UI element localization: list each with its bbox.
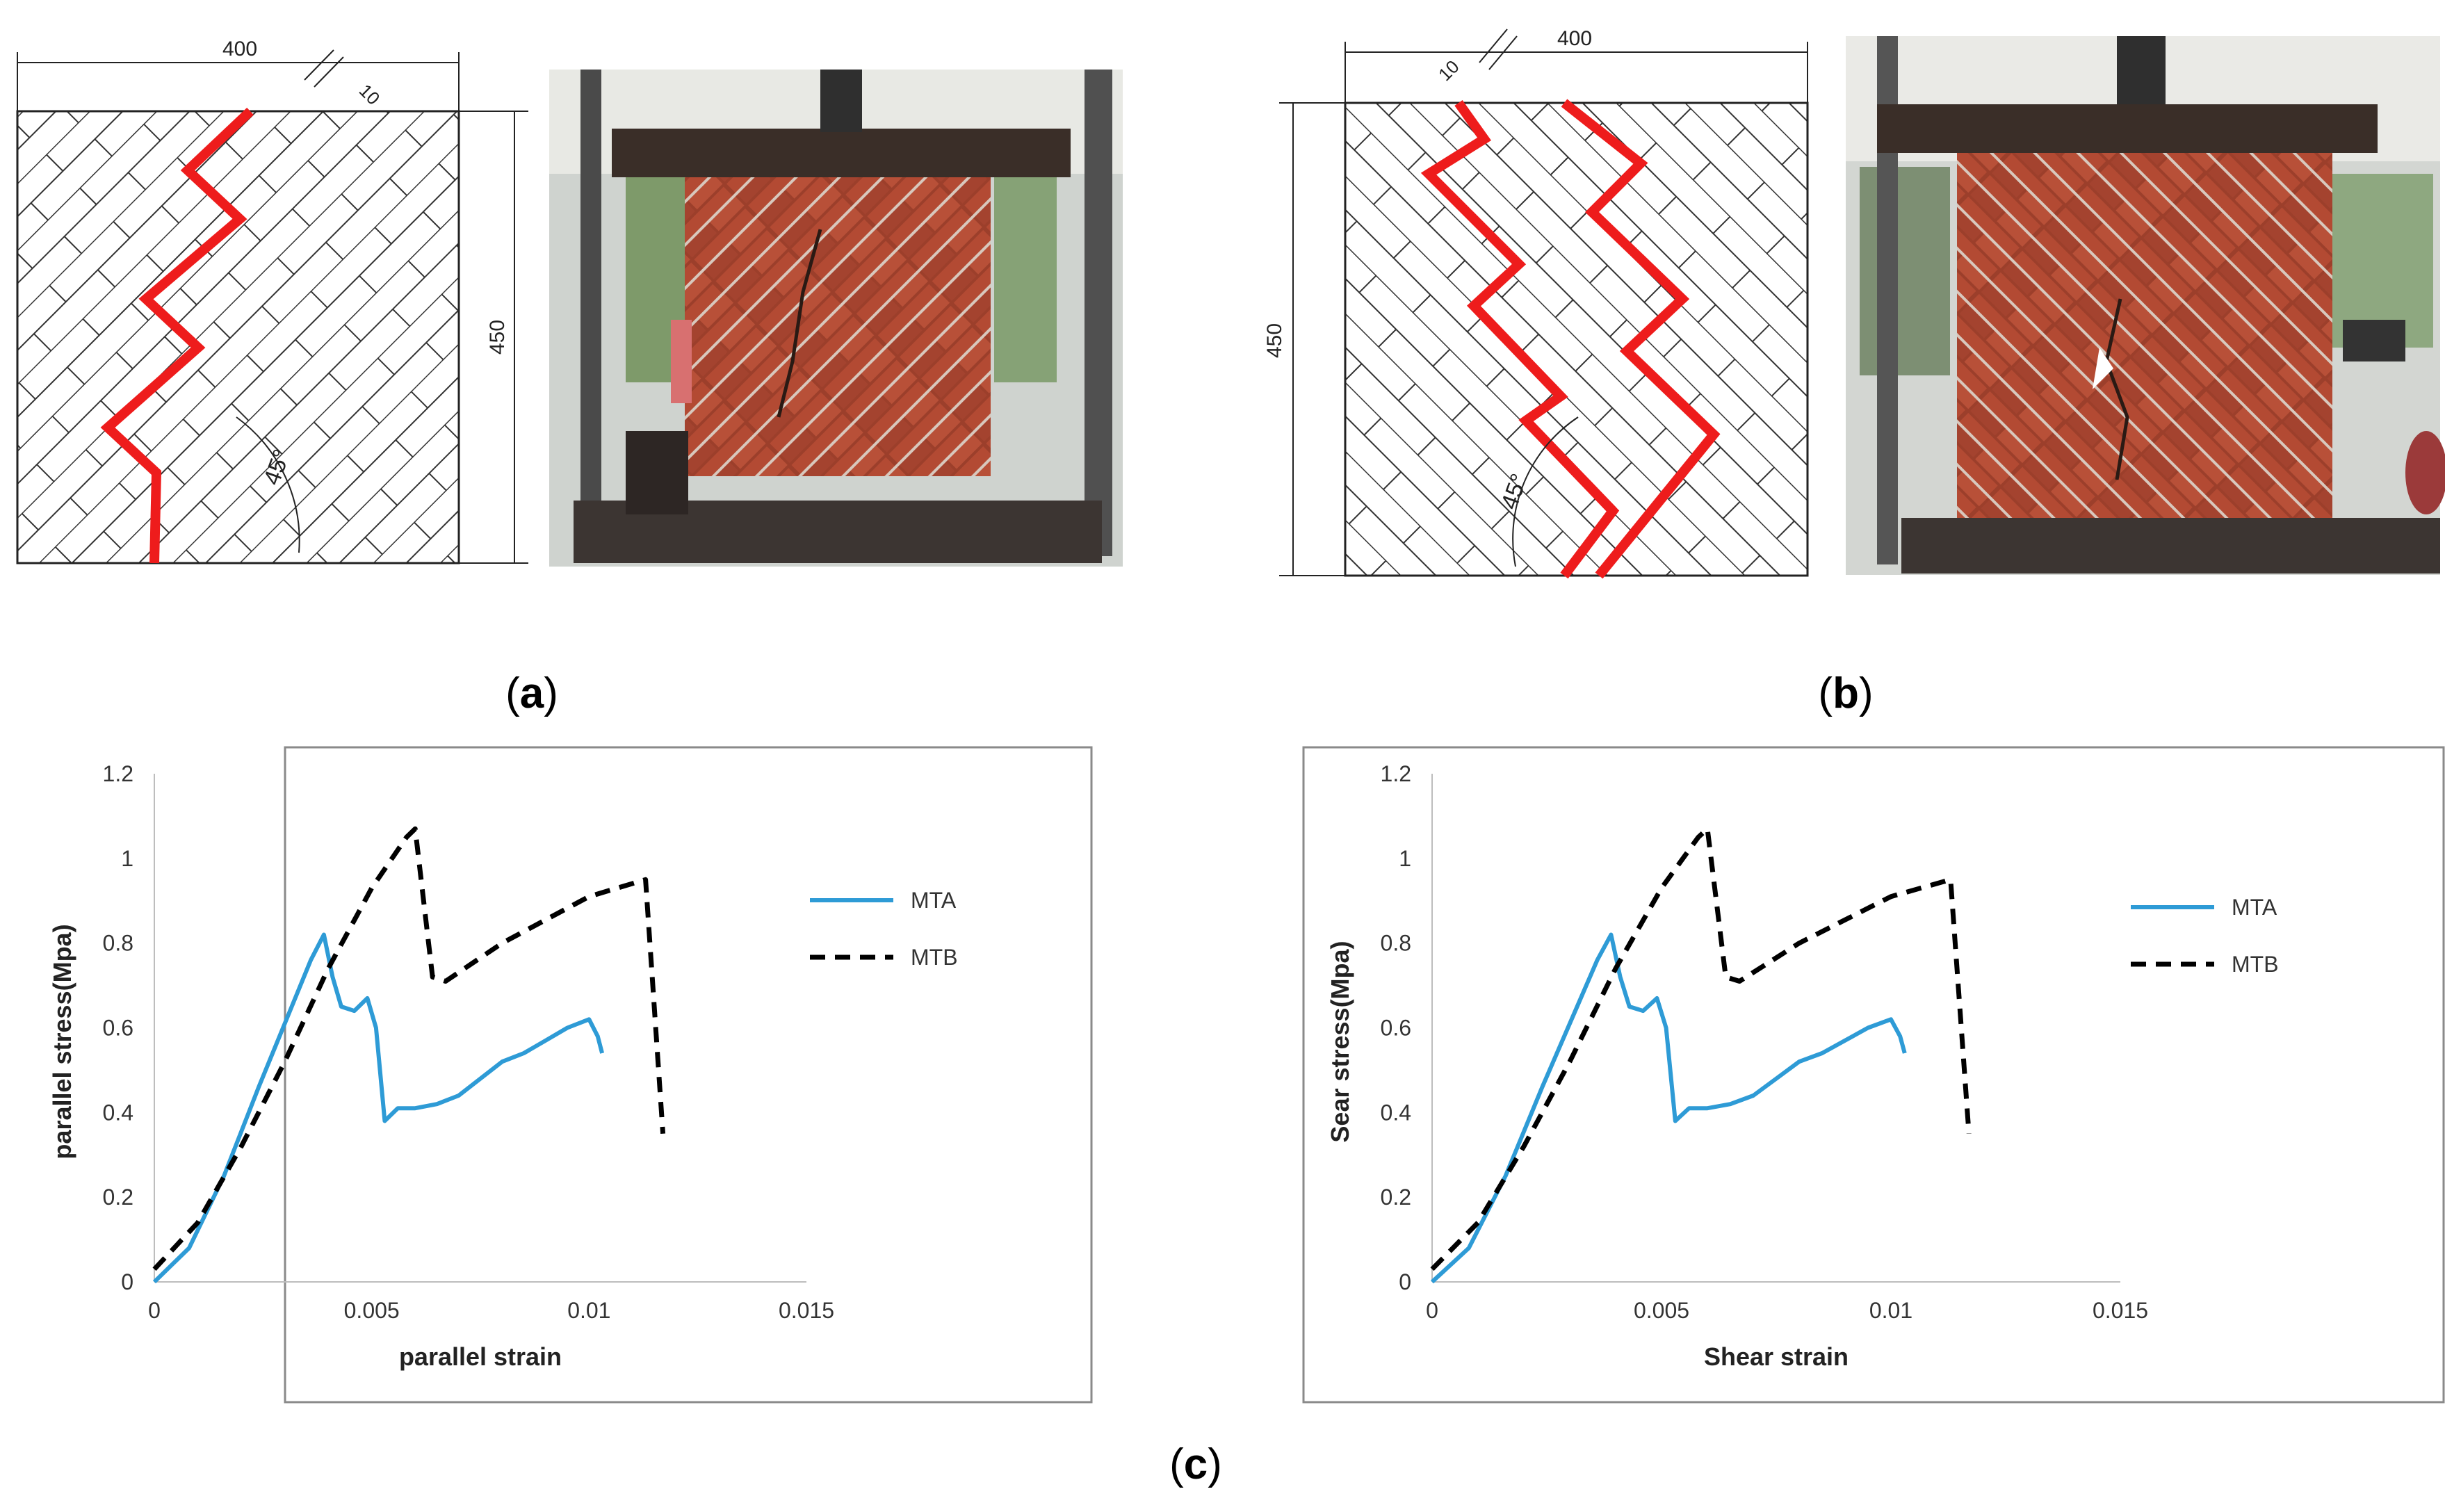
caption-c: (c): [1169, 1440, 1222, 1488]
caption-a: (a): [505, 669, 558, 717]
angle-arc-b: [1512, 416, 1579, 567]
caption-letter-b: b: [1833, 669, 1859, 717]
crack-path-b2: [1561, 99, 1721, 579]
dim-label-height-a: 450: [486, 320, 509, 355]
y-tick-label: 0.6: [103, 1016, 133, 1041]
caption-letter-c: c: [1184, 1440, 1208, 1488]
series-line-mta: [1430, 932, 1907, 1284]
photo-brick-specimen-b: [1957, 153, 2332, 528]
series-line-mtb: [1430, 826, 1972, 1271]
crack-path-a: [100, 107, 254, 564]
dim-label-offset-a: 10: [355, 80, 384, 109]
x-tick-label: 0.01: [567, 1298, 610, 1323]
specimen-outline-a: [16, 110, 460, 564]
y-tick-label: 0.2: [103, 1185, 133, 1210]
x-tick-label: 0: [1426, 1298, 1438, 1323]
x-axis-label: parallel strain: [399, 1342, 562, 1371]
drawing-a: 400 10 450 45°: [16, 38, 528, 564]
y-axis-label: parallel stress(Mpa): [48, 924, 76, 1159]
dim-offset-tick2-b: [1488, 35, 1518, 70]
y-tick-label: 0.2: [1381, 1185, 1411, 1210]
dim-label-height-b: 450: [1263, 323, 1286, 358]
y-tick-label: 1: [121, 846, 133, 871]
y-tick-label: 1.2: [103, 761, 133, 786]
series-line-mtb: [152, 826, 666, 1271]
x-tick-label: 0.01: [1869, 1298, 1912, 1323]
chart-frame: [284, 746, 1093, 1404]
chart-frame: [1302, 746, 2445, 1404]
dim-label-width-b: 400: [1557, 27, 1592, 50]
y-tick-label: 0: [1399, 1269, 1411, 1294]
y-tick-label: 0.4: [1381, 1100, 1411, 1125]
chart-shear-stress-strain: 0 0.2 0.4 0.6 0.8 1 1.2 0 0.005 0.01 0.015 Shear st…: [1302, 746, 2445, 1404]
panel-a: 400 10 450 45°: [16, 38, 1123, 717]
legend-label-mta: MTA: [2232, 895, 2277, 920]
dim-offset-tick-a: [304, 49, 334, 81]
photo-a: [549, 70, 1123, 567]
dim-offset-tick-b: [1479, 29, 1508, 63]
x-tick-label: 0.005: [344, 1298, 400, 1323]
x-tick-label: 0.015: [779, 1298, 834, 1323]
y-axis-label: Sear stress(Mpa): [1326, 941, 1354, 1142]
chart-parallel-stress-strain: 0 0.2 0.4 0.6 0.8 1 1.2 0 0.005 0.01 0.015 parallel…: [48, 746, 1093, 1404]
x-axis-label: Shear strain: [1704, 1342, 1849, 1371]
y-tick-label: 0.4: [103, 1100, 133, 1125]
legend-label-mtb: MTB: [911, 945, 958, 970]
y-tick-label: 0.8: [1381, 931, 1411, 956]
dim-offset-tick2-a: [314, 56, 344, 88]
x-tick-label: 0.005: [1634, 1298, 1689, 1323]
y-tick-label: 1.2: [1381, 761, 1411, 786]
y-tick-label: 1: [1399, 846, 1411, 871]
panel-b: 400 10 450 45°: [1263, 27, 2445, 717]
caption-letter-a: a: [520, 669, 544, 717]
dim-label-width-a: 400: [222, 38, 257, 60]
legend-label-mta: MTA: [911, 888, 957, 913]
x-tick-label: 0.015: [2093, 1298, 2148, 1323]
y-tick-label: 0.6: [1381, 1016, 1411, 1041]
photo-b: [1846, 36, 2445, 575]
y-tick-label: 0: [121, 1269, 133, 1294]
crack-path-b3: [1522, 417, 1620, 579]
crack-path-b1: [1420, 99, 1617, 514]
angle-arc-a: [236, 416, 300, 553]
drawing-b: 400 10 450 45°: [1263, 27, 1809, 579]
x-tick-label: 0: [148, 1298, 161, 1323]
specimen-outline-b: [1344, 101, 1809, 577]
series-line-mta: [152, 932, 605, 1284]
caption-b: (b): [1818, 669, 1873, 717]
y-tick-label: 0.8: [103, 931, 133, 956]
legend-label-mtb: MTB: [2232, 952, 2279, 977]
dim-label-offset-b: 10: [1434, 56, 1463, 86]
photo-brick-specimen-a: [685, 177, 991, 476]
